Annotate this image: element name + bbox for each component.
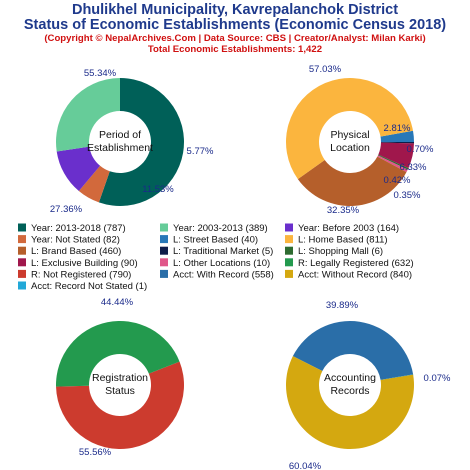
legend-label-14: Acct: With Record (558) [173,269,274,280]
slice-label-2-6: 32.35% [327,205,360,216]
donut-chart-2: 2.81% 0.35% 6.33% 0.42% 0.70% 32.35% 57.03% Phy… [286,64,434,216]
legend-label-7: L: Brand Based (460) [31,246,121,257]
slice-label-2-2: 0.35% [394,190,421,201]
legend-swatch-12 [285,258,293,267]
slice-label-2-1: 2.81% [384,123,411,134]
legend-label-13: R: Not Registered (790) [31,269,131,280]
center-label-2-1: Physical [330,129,369,141]
slice-2-2 [380,142,414,144]
slice-label-1-1: 55.34% [84,68,117,79]
legend-label-12: R: Legally Registered (632) [298,258,414,269]
center-label-1-2: Establishment [87,142,153,154]
legend-swatch-7 [18,246,26,255]
slice-2-4 [377,154,409,170]
slice-1-4 [55,78,120,152]
slice-label-4-1: 39.89% [326,300,359,311]
legend-label-15: Acct: Without Record (840) [298,269,412,280]
slice-3-1 [56,361,184,449]
legend-swatch-14 [160,269,168,278]
legend-label-16: Acct: Record Not Stated (1) [31,281,147,292]
slice-label-2-3: 6.33% [400,162,427,173]
center-label-3-2: Status [105,385,135,397]
legend-label-11: L: Other Locations (10) [173,258,270,269]
slice-1-1 [98,78,185,206]
slice-label-1-3: 11.53% [142,184,174,195]
slice-2-7 [286,78,414,180]
center-label-2-2: Location [330,142,370,154]
slice-label-3-1: 55.56% [79,447,112,458]
slice-4-1 [292,321,414,380]
chart-header: Dhulikhel Municipality, Kavrepalanchok D… [0,0,470,56]
legend-label-1: Year: 2013-2018 (787) [31,223,126,234]
legend-label-8: L: Traditional Market (5) [173,246,273,257]
chart-title-line1: Dhulikhel Municipality, Kavrepalanchok D… [71,2,399,18]
legend-label-3: Year: Before 2003 (164) [298,223,399,234]
legend-swatch-8 [160,246,168,255]
legend-swatch-4 [18,235,26,244]
legend-label-9: L: Shopping Mall (6) [298,246,383,257]
center-label-1-1: Period of [99,129,141,141]
legend-swatch-16 [18,281,26,290]
legend-swatch-3 [285,223,293,232]
legend-label-6: L: Home Based (811) [298,235,388,246]
slice-label-4-3: 60.04% [289,461,322,470]
legend-swatch-5 [160,235,168,244]
center-label-3-1: Registration [92,372,148,384]
legend: Year: 2013-2018 (787) Year: 2003-2013 (38… [18,223,414,292]
slice-3-2 [56,320,180,387]
slice-2-6 [297,156,407,206]
slice-2-5 [377,155,408,173]
slice-label-2-7: 57.03% [309,64,342,75]
slice-label-3-2: 44.44% [101,297,134,308]
legend-swatch-15 [285,269,293,278]
legend-swatch-9 [285,246,293,255]
slice-1-3 [56,146,101,192]
legend-swatch-13 [18,269,26,278]
slice-label-1-2: 5.77% [187,146,214,157]
center-label-4-2: Records [330,385,369,397]
legend-swatch-2 [160,223,168,232]
chart-subtitle: (Copyright © NepalArchives.Com | Data So… [44,33,426,44]
slice-2-1 [380,130,414,142]
legend-label-2: Year: 2003-2013 (389) [173,223,268,234]
slice-label-2-5: 0.70% [407,144,434,155]
legend-label-4: Year: Not Stated (82) [31,235,120,246]
slice-1-2 [78,165,110,203]
slice-4-3 [286,356,414,450]
legend-swatch-11 [160,258,168,267]
legend-swatch-10 [18,258,26,267]
slice-label-2-4: 0.42% [384,175,411,186]
chart-total: Total Economic Establishments: 1,422 [147,44,323,55]
legend-label-5: L: Street Based (40) [173,235,258,246]
legend-swatch-1 [18,223,26,232]
legend-label-10: L: Exclusive Building (90) [31,258,138,269]
legend-swatch-6 [285,235,293,244]
donut-chart-1: 55.34% 5.77% 11.53% 27.36% Period ofEstablis… [50,68,214,215]
chart-title-line2: Status of Economic Establishments (Econo… [23,17,447,33]
center-label-4-1: Accounting [324,372,376,384]
slice-label-1-4: 27.36% [50,204,83,215]
slice-label-4-2: 0.07% [424,373,451,384]
slice-2-3 [378,142,414,169]
